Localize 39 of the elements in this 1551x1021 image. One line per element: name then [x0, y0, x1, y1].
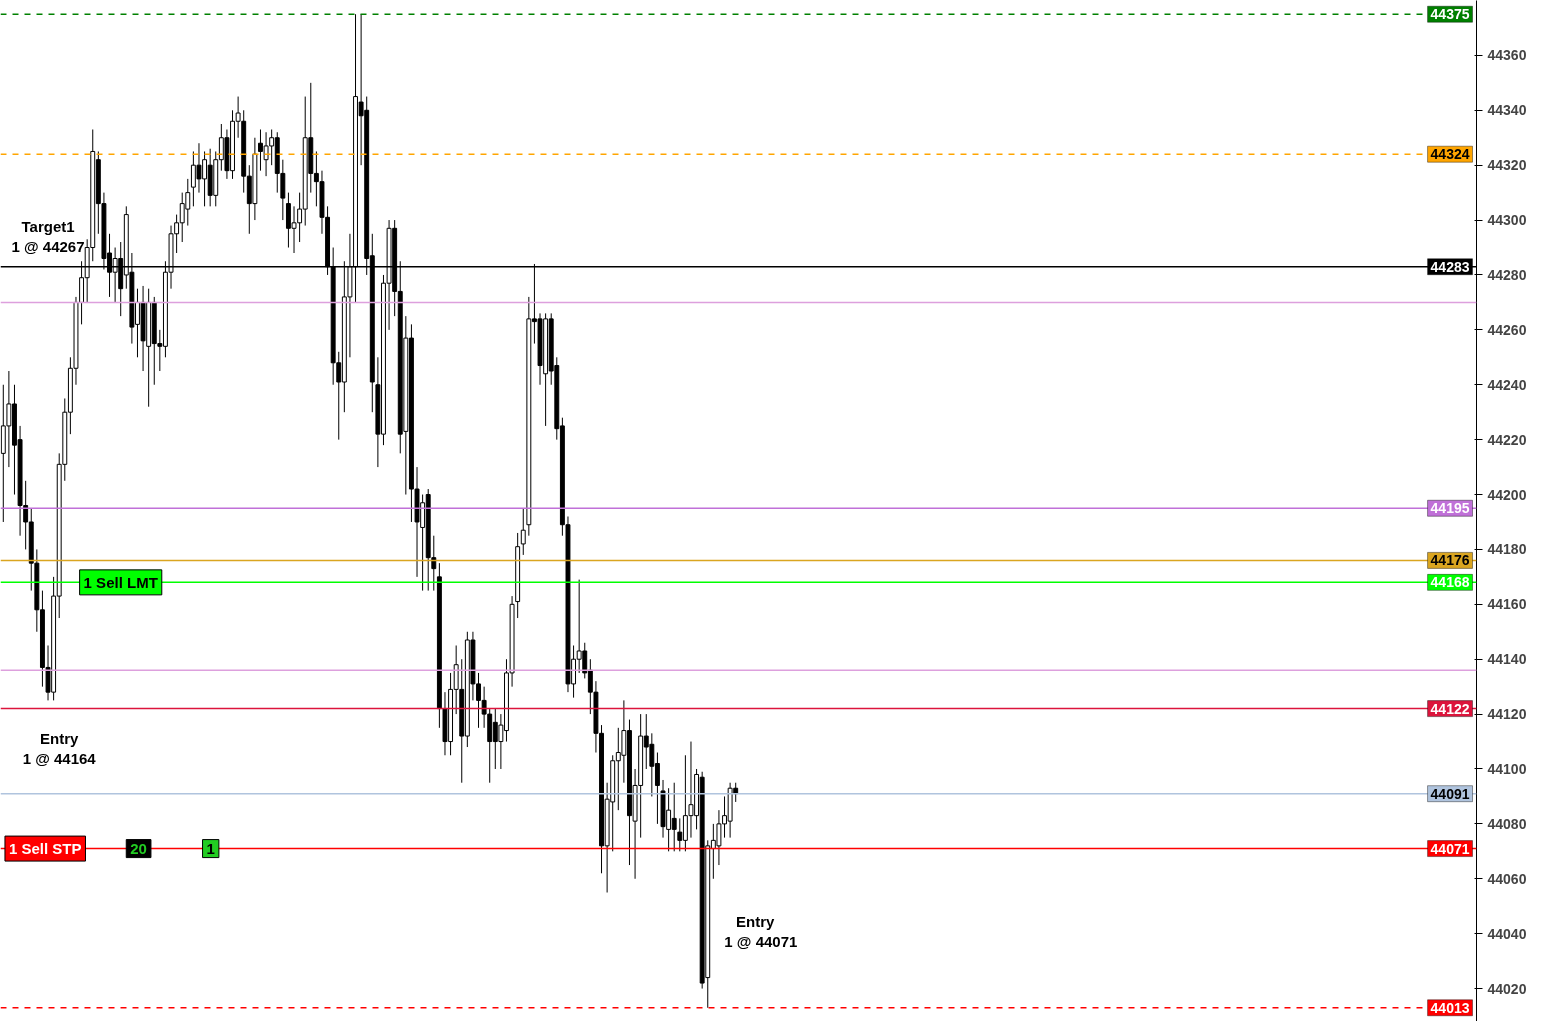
y-tick-label: 44300 [1487, 212, 1527, 229]
y-tick-label: 44120 [1487, 706, 1527, 723]
y-tick-label: 44060 [1487, 870, 1527, 887]
y-tick-label: 44040 [1487, 925, 1527, 942]
y-tick-label: 44160 [1487, 596, 1527, 613]
y-tick-label: 44200 [1487, 486, 1527, 503]
y-tick-label: 44080 [1487, 815, 1527, 832]
y-tick-label: 44180 [1487, 541, 1527, 558]
y-tick-label: 44280 [1487, 266, 1527, 283]
ref-line-label: 44168 [1430, 574, 1470, 591]
y-tick-label: 44020 [1487, 980, 1527, 997]
annotation: 1 @ 44071 [724, 933, 798, 950]
ref-line-label: 44091 [1430, 785, 1470, 802]
ref-line-label: 44324 [1430, 146, 1470, 163]
annotation: 1 Sell STP [8, 840, 82, 858]
y-tick-label: 44100 [1487, 760, 1527, 777]
ref-line-label: 44195 [1430, 500, 1470, 517]
annotation: 1 [206, 839, 215, 857]
annotation: 1 @ 44164 [22, 750, 97, 767]
y-tick-label: 44240 [1487, 376, 1527, 393]
y-tick-label: 44220 [1487, 431, 1527, 448]
y-tick-label: 44320 [1487, 157, 1527, 174]
ref-line-label: 44375 [1430, 6, 1470, 23]
ref-line-label: 44122 [1430, 700, 1470, 717]
ref-line-label: 44176 [1430, 552, 1470, 569]
y-tick-label: 44260 [1487, 321, 1527, 338]
ref-line-label: 44283 [1430, 258, 1470, 275]
annotation: 1 Sell LMT [83, 573, 158, 591]
annotation: 20 [130, 839, 147, 857]
y-tick-label: 44140 [1487, 651, 1527, 668]
annotation: Target1 [21, 218, 75, 235]
annotation: 1 @ 44267 [11, 238, 85, 255]
annotation: Entry [40, 730, 80, 747]
y-tick-label: 44360 [1487, 47, 1527, 64]
ref-line-label: 44071 [1430, 840, 1470, 857]
y-tick-label: 44340 [1487, 102, 1527, 119]
ref-line-label: 44013 [1430, 999, 1470, 1016]
candlestick [520, 507, 526, 556]
annotation: Entry [736, 913, 776, 930]
